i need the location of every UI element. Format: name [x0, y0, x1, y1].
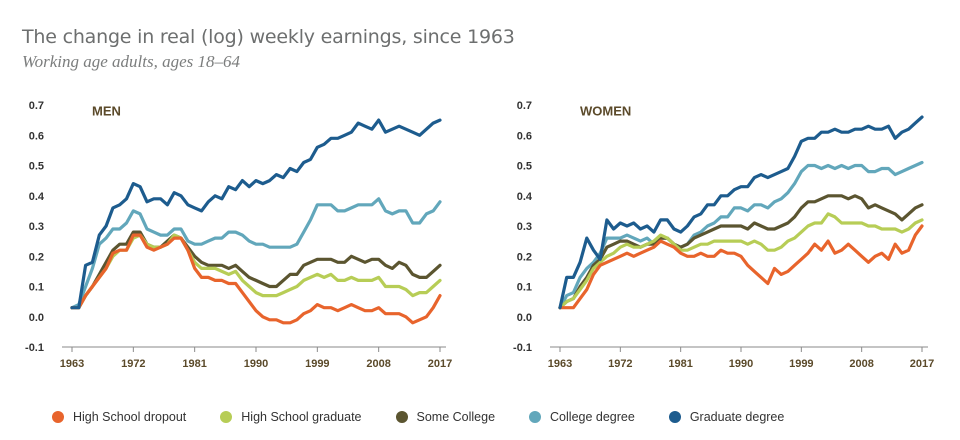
- series-line-some-college: [558, 194, 924, 310]
- series-line-graduate: [70, 118, 442, 310]
- legend-item-dropout: High School dropout: [52, 410, 186, 424]
- legend-label: Some College: [416, 410, 496, 424]
- y-tick-label: 0.1: [29, 282, 44, 294]
- x-tick-label: 1981: [668, 358, 692, 370]
- y-tick-label: 0.0: [29, 312, 44, 324]
- y-tick-label: 0.7: [29, 100, 44, 112]
- y-tick-label: 0.6: [517, 130, 532, 142]
- series-line-dropout: [558, 224, 924, 310]
- x-tick-label: 1990: [244, 358, 268, 370]
- chart-panel-women: 0.7 0.6 0.5 0.4 0.3 0.2 0.1 0.0 -0.1 1963 1972 1981…: [513, 100, 934, 370]
- x-tick-label: 1990: [729, 358, 753, 370]
- charts-canvas: 0.7 0.6 0.5 0.4 0.3 0.2 0.1 0.0 -0.1 1963 1972 1981…: [25, 100, 934, 370]
- legend-item-hs-grad: High School graduate: [220, 410, 362, 424]
- y-tick-label: 0.4: [29, 191, 45, 203]
- x-tick-label: 1972: [608, 358, 632, 370]
- x-tick-label: 2008: [849, 358, 873, 370]
- legend-swatch: [668, 411, 681, 423]
- series-line-college: [70, 197, 442, 310]
- x-tick-label: 1963: [548, 358, 572, 370]
- legend-swatch: [52, 411, 64, 423]
- y-tick-label: 0.7: [517, 100, 532, 112]
- panel-label: MEN: [92, 104, 121, 119]
- legend-label: Graduate degree: [689, 410, 785, 424]
- series-line-dropout: [70, 233, 442, 325]
- y-tick-label: -0.1: [513, 342, 532, 354]
- y-tick-label: 0.5: [517, 161, 532, 173]
- y-tick-label: 0.2: [29, 251, 44, 263]
- y-tick-label: 0.6: [29, 130, 44, 142]
- series-line-some-college: [70, 230, 442, 310]
- y-tick-label: 0.5: [29, 161, 44, 173]
- chart-panel-men: 0.7 0.6 0.5 0.4 0.3 0.2 0.1 0.0 -0.1 1963 1972 1981…: [25, 100, 452, 370]
- chart-title: The change in real (log) weekly earnings…: [22, 26, 515, 48]
- legend-swatch: [220, 411, 233, 423]
- legend-label: College degree: [550, 410, 635, 424]
- legend-label: High School dropout: [73, 410, 187, 424]
- series-line-hs-grad: [558, 212, 924, 310]
- x-tick-label: 1981: [182, 358, 206, 370]
- x-tick-label: 1999: [789, 358, 813, 370]
- y-tick-label: 0.0: [517, 312, 532, 324]
- legend-item-college: College degree: [529, 410, 635, 424]
- panel-label: WOMEN: [580, 104, 631, 119]
- legend-swatch: [529, 411, 542, 423]
- y-tick-label: 0.4: [517, 191, 533, 203]
- legend-swatch: [395, 411, 408, 423]
- x-tick-label: 1963: [60, 358, 84, 370]
- legend-item-some-college: Some College: [395, 410, 496, 424]
- y-tick-label: 0.3: [517, 221, 532, 233]
- x-tick-label: 2017: [910, 358, 934, 370]
- series-line-college: [558, 160, 924, 310]
- y-tick-label: 0.2: [517, 251, 532, 263]
- y-tick-label: 0.1: [517, 282, 532, 294]
- legend-item-graduate: Graduate degree: [668, 410, 785, 424]
- x-tick-label: 2008: [366, 358, 390, 370]
- x-tick-label: 1999: [305, 358, 329, 370]
- series-line-graduate: [558, 115, 924, 310]
- y-tick-label: -0.1: [25, 342, 44, 354]
- x-tick-label: 2017: [428, 358, 452, 370]
- y-tick-label: 0.3: [29, 221, 44, 233]
- chart-subtitle: Working age adults, ages 18–64: [22, 52, 241, 71]
- x-tick-label: 1972: [121, 358, 145, 370]
- legend-label: High School graduate: [241, 410, 362, 424]
- legend: High School dropout High School graduate S…: [52, 410, 818, 424]
